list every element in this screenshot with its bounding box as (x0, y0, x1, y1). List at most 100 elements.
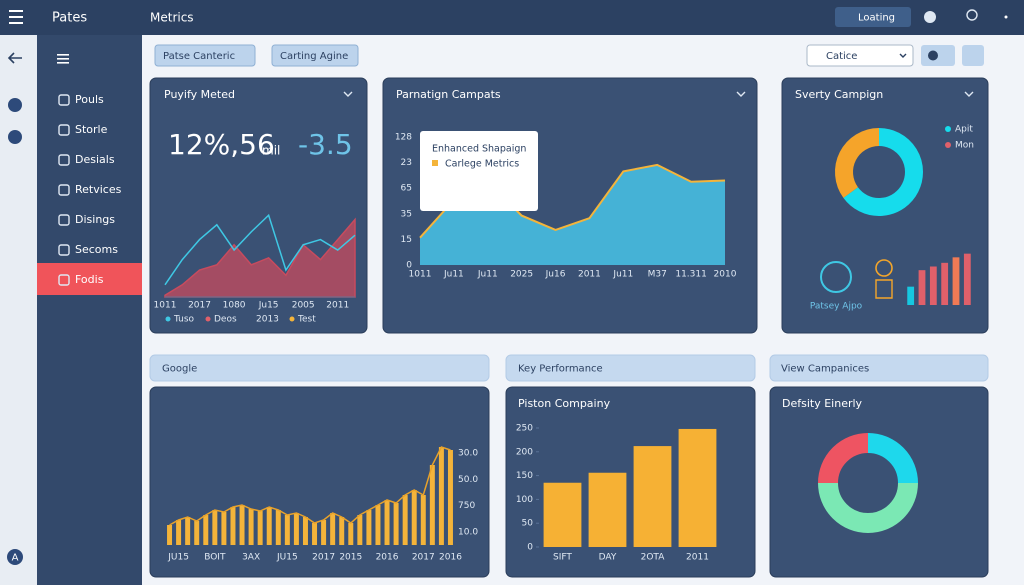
legend-swatch (205, 316, 211, 322)
x-tick-label: 2017 (188, 301, 211, 311)
x-tick-label: Ju11 (612, 270, 633, 280)
page-title: Metrics (150, 11, 194, 25)
section-title: Google (162, 364, 197, 375)
bar (248, 509, 254, 545)
y-axis-label: 750 (458, 501, 475, 511)
bar (411, 490, 417, 545)
x-tick-label: 2016 (376, 553, 399, 563)
sidebar-icon (58, 124, 70, 136)
legend-label: Deos (214, 315, 237, 325)
bar (918, 270, 926, 305)
avatar[interactable] (7, 549, 23, 565)
donut-segment (818, 482, 918, 533)
bar (230, 507, 236, 545)
select[interactable] (806, 44, 914, 67)
x-tick-label: 2011 (578, 270, 601, 280)
toolbar-button[interactable] (271, 44, 359, 67)
bar (348, 523, 354, 545)
bar (239, 505, 245, 545)
bar (907, 286, 915, 305)
bar (293, 513, 299, 545)
facebook-icon[interactable] (8, 98, 22, 112)
metric-delta: -3.5 (298, 128, 353, 161)
top-button[interactable] (835, 7, 911, 27)
select-chevron (899, 53, 907, 58)
section-header (769, 354, 989, 382)
toolbar-button[interactable] (154, 44, 256, 67)
bar (929, 266, 937, 305)
metric: 12%,56 (168, 128, 275, 161)
sidebar-item[interactable]: Secoms (75, 243, 118, 256)
x-tick-label: 2011 (326, 301, 349, 311)
bar (275, 510, 281, 545)
legend-label: Mon (955, 141, 974, 151)
line (164, 213, 356, 286)
sidebar-icon (58, 214, 70, 226)
brand: Pates (52, 11, 87, 26)
donut-segment (835, 128, 880, 198)
bar (366, 510, 372, 545)
section-header (505, 354, 756, 382)
bar (221, 512, 227, 545)
sidebar-item[interactable]: Pouls (75, 93, 104, 106)
bar (203, 515, 209, 545)
legend-label: Apit (955, 125, 973, 135)
user-icon[interactable] (966, 9, 978, 21)
bar (266, 507, 272, 545)
bar (438, 447, 444, 545)
tooltip-item: Carlege Metrics (445, 159, 519, 170)
bar (321, 520, 327, 545)
back-icon[interactable] (7, 52, 22, 64)
bar (257, 511, 263, 545)
x-tick-label: 1011 (154, 301, 177, 311)
donut-segment (818, 433, 869, 484)
x-tick-label: M37 (648, 270, 667, 280)
y-axis-label: 0 (406, 261, 412, 271)
bar (678, 428, 717, 547)
chevrons[interactable] (343, 91, 974, 405)
sidebar-item[interactable]: Desials (75, 153, 115, 166)
bar (402, 495, 408, 545)
sidebar-item[interactable]: Storle (75, 123, 108, 136)
x-tick-label: 2010 (714, 270, 737, 280)
icon-button[interactable] (962, 45, 984, 66)
sidebar-menu-icon[interactable] (57, 54, 69, 64)
y-tick-label: 250 (516, 424, 533, 434)
sidebar-icon (58, 94, 70, 106)
bar (941, 262, 949, 305)
bar (952, 257, 960, 305)
sidebar-item[interactable]: Retvices (75, 183, 122, 196)
x-tick-label: Ju11 (477, 270, 498, 280)
trend-line (169, 446, 451, 526)
legend-label: Test (297, 315, 316, 325)
section-title: Key Performance (518, 364, 603, 375)
bar (420, 495, 426, 545)
select-label: Catice (826, 51, 857, 62)
y-axis-label: 35 (401, 209, 412, 219)
bar (339, 517, 345, 545)
x-tick-label: Ju11 (443, 270, 464, 280)
x-tick-label: 2011 (686, 553, 709, 563)
metric-unit: mil (262, 144, 280, 158)
more-icon[interactable] (1004, 15, 1008, 19)
card-title: Piston Compainy (518, 397, 611, 410)
tooltip-swatch (432, 160, 438, 166)
twitter-icon[interactable] (8, 130, 22, 144)
sidebar-icon (58, 244, 70, 256)
y-tick-label: 0 (527, 543, 533, 553)
globe-icon[interactable] (924, 11, 936, 23)
sidebar-item[interactable]: Disings (75, 213, 115, 226)
card (505, 386, 756, 578)
sidebar (37, 35, 142, 585)
bar (543, 482, 582, 547)
x-tick-label: 2005 (292, 301, 315, 311)
bar (357, 515, 363, 545)
sidebar-item[interactable]: Fodis (75, 273, 104, 286)
x-tick-label: 2017 (312, 553, 335, 563)
y-tick-label: 50 (522, 519, 534, 529)
y-axis-label: 128 (395, 133, 412, 143)
legend-swatch (289, 316, 295, 322)
legend-swatch (945, 142, 951, 148)
section-header (149, 354, 490, 382)
menu-icon[interactable] (9, 10, 23, 24)
